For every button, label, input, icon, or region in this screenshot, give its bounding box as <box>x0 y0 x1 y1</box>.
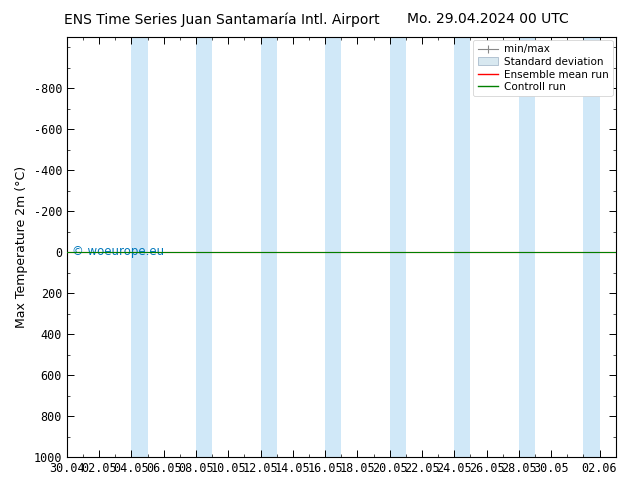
Legend: min/max, Standard deviation, Ensemble mean run, Controll run: min/max, Standard deviation, Ensemble me… <box>474 40 612 97</box>
Text: Mo. 29.04.2024 00 UTC: Mo. 29.04.2024 00 UTC <box>407 12 569 26</box>
Bar <box>261 37 276 457</box>
Bar <box>519 37 535 457</box>
Bar <box>131 37 148 457</box>
Bar <box>196 37 212 457</box>
Bar <box>325 37 341 457</box>
Text: ENS Time Series Juan Santamaría Intl. Airport: ENS Time Series Juan Santamaría Intl. Ai… <box>64 12 380 27</box>
Y-axis label: Max Temperature 2m (°C): Max Temperature 2m (°C) <box>15 166 28 328</box>
Bar <box>583 37 600 457</box>
Bar <box>390 37 406 457</box>
Text: © woeurope.eu: © woeurope.eu <box>72 245 165 258</box>
Bar <box>454 37 470 457</box>
